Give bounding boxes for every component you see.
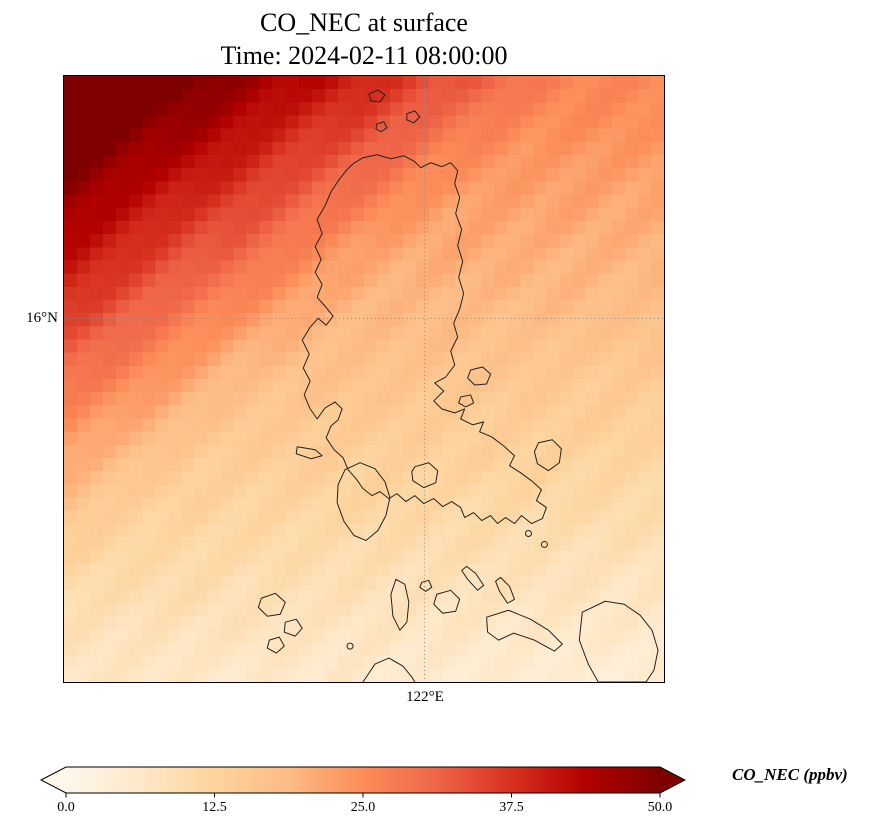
island-panay-tip — [362, 657, 416, 682]
colorbar-tick-label: 12.5 — [202, 800, 227, 815]
map-frame — [63, 75, 665, 683]
gridlines — [64, 76, 664, 682]
islet — [346, 642, 354, 650]
island-alabat — [458, 394, 475, 408]
colorbar-tick-label: 0.0 — [57, 800, 75, 815]
lat-tick-label: 16°N — [26, 310, 58, 326]
island-marinduque — [411, 462, 439, 489]
colorbar-tick-labels: 0.0 12.5 25.0 37.5 50.0 — [57, 800, 672, 818]
heatmap-canvas — [64, 76, 664, 682]
island-burias — [461, 565, 485, 591]
island-romblon — [419, 579, 433, 592]
coastlines — [257, 89, 659, 682]
island-mindoro — [336, 462, 391, 541]
colorbar-tick-label: 25.0 — [350, 800, 376, 815]
islet — [540, 540, 548, 548]
lon-tick-label: 122°E — [406, 689, 444, 705]
colorbar-tick-label: 50.0 — [647, 800, 673, 815]
colorbar-bar — [39, 766, 687, 794]
island-lubang — [295, 446, 323, 460]
island-masbate — [486, 609, 563, 652]
plot-title-line2: Time: 2024-02-11 08:00:00 — [220, 41, 508, 70]
island-polillo — [467, 366, 492, 386]
plot-title-line1: CO_NEC at surface — [260, 8, 468, 37]
colorbar-title: CO_NEC (ppbv) — [732, 765, 848, 784]
island-ticao — [495, 576, 515, 604]
colorbar-svg — [39, 766, 687, 798]
island-catanduanes — [533, 439, 562, 472]
island-sibuyan — [433, 589, 461, 614]
plot-title: CO_NEC at surface Time: 2024-02-11 08:00… — [63, 6, 665, 72]
island-tablas — [390, 578, 410, 631]
colorbar-tick-label: 37.5 — [499, 800, 524, 815]
map-overlay — [64, 76, 664, 682]
colorbar — [39, 766, 687, 800]
colorbar-tick-marks — [65, 793, 661, 798]
island-samar — [578, 600, 659, 682]
islet — [524, 529, 532, 537]
coastline-luzon — [301, 154, 547, 525]
islands-calamian — [257, 592, 303, 654]
islands-babuyan — [368, 89, 421, 133]
